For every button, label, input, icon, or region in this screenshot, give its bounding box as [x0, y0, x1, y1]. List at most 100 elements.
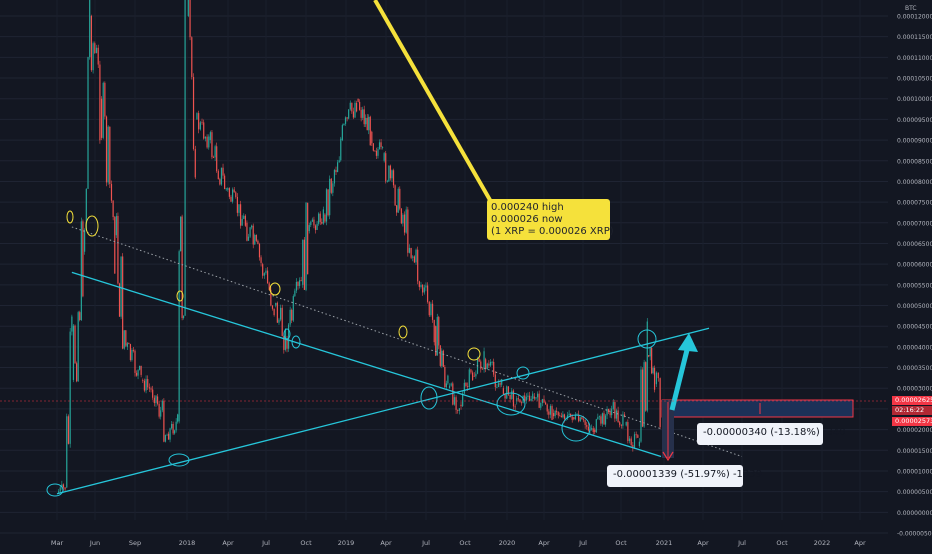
candle-body: [74, 325, 76, 364]
candle-body: [126, 343, 128, 347]
candle-body: [62, 484, 65, 488]
candle-body: [506, 386, 508, 399]
candle-body: [363, 109, 365, 125]
candle-body: [535, 397, 537, 399]
measure-label-long[interactable]: -0.00001339 (-51.97%) -1339: [607, 465, 762, 487]
candle-body: [222, 167, 224, 176]
candle-body: [391, 170, 393, 179]
candle-body: [471, 372, 474, 381]
candle-body: [458, 408, 460, 411]
candle-body: [430, 303, 432, 316]
y-tick-label: 0.00004000: [897, 344, 932, 351]
candle-body: [351, 102, 353, 112]
candle-body: [611, 408, 613, 416]
candle-body: [156, 396, 159, 404]
candle-body: [563, 414, 566, 419]
pivot-marker: [516, 366, 530, 380]
candle-body: [183, 315, 185, 319]
candle-body: [417, 249, 419, 282]
candle-body: [224, 175, 226, 189]
pivot-marker: [420, 386, 438, 410]
candle-body: [270, 289, 272, 306]
pivot-marker: [496, 392, 526, 416]
candle-body: [302, 239, 304, 285]
candle-body: [69, 331, 71, 444]
candle-body: [204, 136, 207, 139]
candle-body: [369, 116, 371, 146]
candle-body: [227, 188, 229, 190]
candle-body: [76, 363, 78, 382]
candle-body: [341, 125, 343, 141]
candle-body: [321, 221, 323, 224]
candle-body: [143, 380, 146, 391]
candle-body: [412, 256, 414, 258]
pivot-markers: [46, 210, 657, 497]
candle-body: [110, 184, 113, 201]
candle-body: [396, 205, 398, 213]
x-tick-label: Apr: [222, 539, 234, 547]
candle-body: [400, 208, 402, 224]
candle-body: [95, 47, 98, 53]
candle-body: [450, 383, 452, 386]
x-tick-label: 2020: [499, 539, 516, 547]
candle-body: [160, 410, 162, 417]
candle-body: [388, 165, 390, 182]
y-tick-label: 0.00012000: [897, 14, 932, 21]
candle-body: [180, 216, 182, 252]
candle-body: [394, 185, 396, 206]
previous-price-tag: 0.00002573: [892, 417, 932, 426]
candle-body: [102, 82, 104, 138]
candle-body: [407, 209, 409, 253]
candle-body: [131, 350, 133, 361]
candle-body: [441, 350, 443, 366]
candle-body: [58, 491, 60, 493]
candle-body: [324, 214, 326, 222]
candle-body: [187, 0, 189, 16]
candle-body: [316, 223, 318, 230]
candle-body: [560, 415, 562, 418]
candle-body: [568, 413, 570, 416]
candle-body: [552, 413, 555, 417]
candle-body: [428, 301, 430, 316]
candle-body: [366, 117, 368, 131]
candle-body: [643, 362, 645, 427]
x-tick-label: Apr: [854, 539, 866, 547]
candle-body: [67, 416, 70, 444]
candle-body: [473, 375, 475, 377]
x-tick-label: 2021: [656, 539, 673, 547]
candle-body: [578, 414, 580, 422]
measure-label-short[interactable]: -0.00000340 (-13.18%) -340: [697, 423, 846, 445]
candle-body: [502, 388, 504, 394]
currency-label: BTC: [905, 5, 917, 12]
y-tick-label: 0.00010000: [897, 96, 932, 103]
candle-body: [305, 202, 307, 290]
candle-body: [627, 422, 629, 442]
candle-body: [147, 379, 149, 388]
candle-body: [281, 307, 283, 337]
candle-body: [333, 170, 336, 184]
candle-body: [150, 388, 152, 390]
candle-body: [491, 361, 493, 363]
y-tick-label: 0.00007000: [897, 220, 932, 227]
y-tick-label: 0.00003000: [897, 386, 932, 393]
trendline: [71, 271, 662, 458]
candle-body: [571, 416, 573, 420]
pivot-marker: [66, 210, 74, 224]
candle-body: [319, 213, 321, 222]
candle-body: [125, 330, 127, 346]
callout-note[interactable]: 0.000240 high 0.000026 now (1 XRP = 0.00…: [487, 199, 614, 240]
candle-body: [637, 435, 639, 438]
candle-body: [601, 413, 604, 424]
gridlines: [0, 15, 888, 534]
candle-body: [360, 109, 362, 118]
candle-body: [517, 398, 519, 400]
candle-body: [292, 296, 294, 321]
candle-body: [504, 393, 506, 399]
projection-arrow-shaft: [669, 345, 691, 411]
candle-body: [481, 368, 484, 370]
candle-body: [132, 350, 135, 351]
candle-body: [594, 429, 596, 433]
candle-body: [340, 138, 342, 161]
